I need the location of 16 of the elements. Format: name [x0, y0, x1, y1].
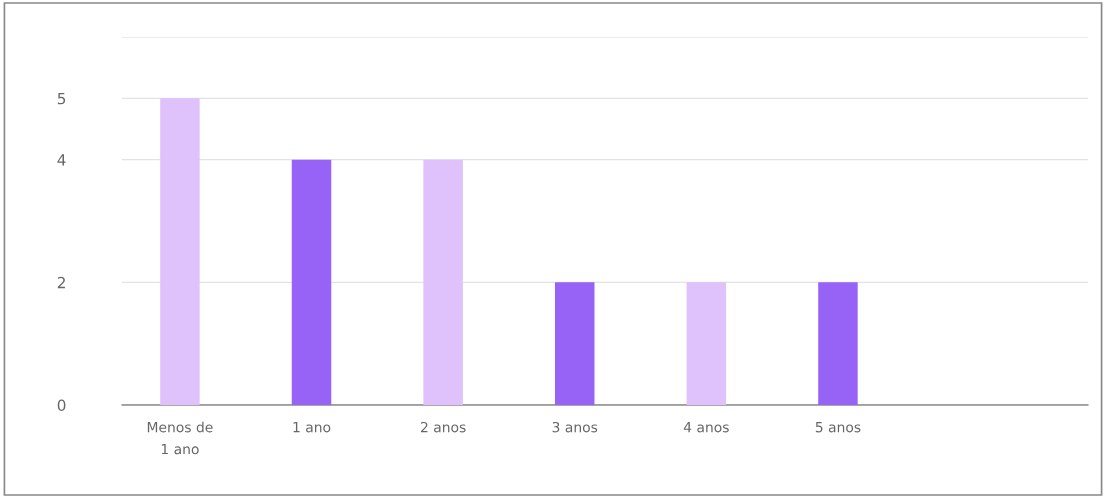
- x-tick-label: 3 anos: [552, 421, 598, 433]
- x-tick-label: Menos de 1 ano: [147, 421, 213, 455]
- x-tick-label: 4 anos: [683, 422, 729, 433]
- y-tick-label: 4: [57, 154, 66, 166]
- bar: [291, 159, 332, 405]
- x-tick-label: 5 anos: [815, 422, 861, 433]
- y-tick-label: 5: [57, 93, 66, 105]
- bar: [160, 98, 200, 405]
- x-tick-label: 2 anos: [420, 421, 466, 433]
- bar: [818, 282, 858, 405]
- bar: [554, 282, 595, 405]
- bar: [686, 282, 727, 405]
- y-tick-label: 2: [57, 276, 65, 289]
- x-tick-label: 1 ano: [293, 422, 331, 433]
- bar: [423, 159, 463, 405]
- y-tick-label: 0: [57, 399, 66, 412]
